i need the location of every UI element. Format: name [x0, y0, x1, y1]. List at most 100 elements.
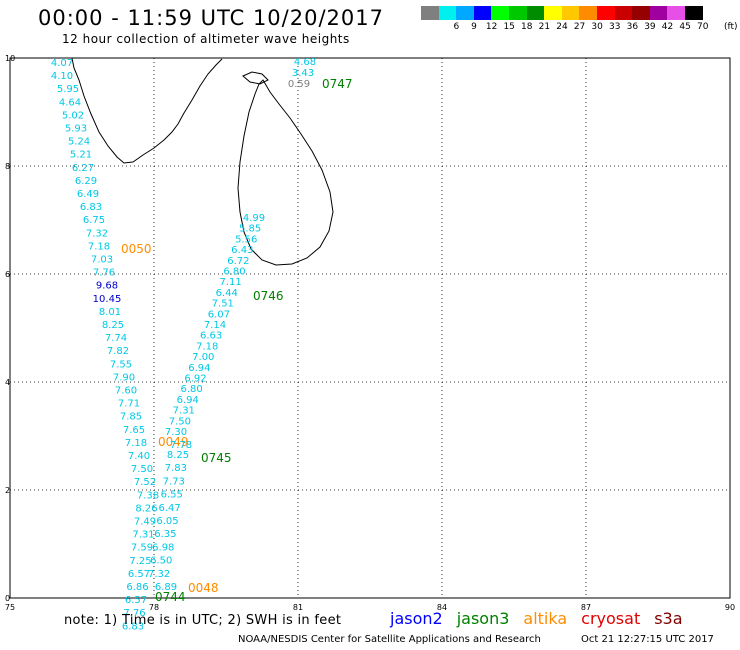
scale-label: 12: [485, 22, 498, 32]
scale-label: 15: [503, 22, 515, 32]
wave-height-value: 6.83: [122, 621, 144, 632]
wave-height-value: 7.49: [134, 517, 156, 528]
scale-label: 21: [538, 22, 551, 32]
wave-height-value: 6.29: [75, 176, 97, 187]
scale-swatch: [491, 6, 509, 20]
wave-height-value: 7.31: [132, 530, 154, 541]
map-border: [9, 57, 731, 599]
scale-swatch: [579, 6, 597, 20]
scale-swatch: [561, 6, 580, 20]
x-tick-label: 90: [725, 603, 735, 612]
scale-bin: 39: [632, 6, 656, 32]
wave-height-value: 9.68: [96, 281, 118, 292]
wave-height-value: 7.90: [113, 372, 135, 383]
scale-label: 36: [626, 22, 639, 32]
scale-swatch: [544, 6, 562, 20]
wave-height-value: 7.76: [93, 268, 115, 279]
wave-height-value: 6.98: [152, 542, 174, 553]
wave-height-value: 7.38: [137, 490, 159, 501]
wave-height-value: 6.55: [161, 490, 183, 501]
wave-height-value: 6.43: [231, 245, 253, 256]
wave-height-value: 7.14: [204, 320, 226, 331]
y-tick-label: 10: [5, 54, 15, 63]
wave-height-value: 6.83: [80, 202, 102, 213]
wave-height-value: 6.57: [128, 569, 150, 580]
wave-height-value: 7.50: [131, 464, 153, 475]
wave-height-value: 5.02: [62, 110, 84, 121]
wave-height-value: 6.75: [83, 215, 105, 226]
wave-height-value: 7.59: [131, 543, 153, 554]
y-tick-label: 2: [5, 486, 10, 495]
scale-bin: 15: [491, 6, 515, 32]
wave-height-value: 6.80: [180, 384, 202, 395]
wave-height-value: 8.25: [102, 320, 124, 331]
wave-height-value: 7.18: [88, 241, 110, 252]
wave-height-value: 7.25: [129, 556, 151, 567]
scale-swatch: [473, 6, 492, 20]
page-subtitle: 12 hour collection of altimeter wave hei…: [62, 32, 350, 46]
wave-height-value: 7.78: [170, 440, 192, 451]
legend-s3a: s3a: [654, 609, 683, 628]
wave-height-value: 6.80: [223, 267, 245, 278]
x-tick-label: 84: [437, 603, 447, 612]
coastline: [71, 57, 334, 266]
wave-height-value: 4.10: [51, 71, 73, 82]
wave-height-value: 8.25: [167, 450, 189, 461]
wave-height-value: 0.59: [288, 79, 310, 90]
wave-height-value: 7.31: [173, 406, 195, 417]
scale-bin: 27: [561, 6, 585, 32]
scale-bin: 42: [649, 6, 673, 32]
wave-height-value: 7.00: [192, 352, 214, 363]
credit-line: NOAA/NESDIS Center for Satellite Applica…: [238, 634, 541, 645]
wave-height-value: 6.92: [184, 374, 206, 385]
y-tick-label: 4: [5, 378, 10, 387]
y-tick-label: 8: [5, 162, 10, 171]
wave-height-value: 7.40: [128, 451, 150, 462]
wave-height-value: 7.60: [115, 386, 137, 397]
color-scale-legend: 36912151821242730333639424570: [421, 6, 708, 32]
scale-label: 6: [453, 22, 460, 32]
wave-height-value: 6.27: [72, 163, 94, 174]
legend-jason2: jason2: [390, 609, 443, 628]
wave-height-value: 10.45: [93, 294, 122, 305]
jaffna-peninsula: [242, 71, 269, 85]
wave-height-value: 7.65: [123, 425, 145, 436]
y-tick-label: 6: [5, 270, 10, 279]
pass-time-label: 0050: [121, 242, 152, 256]
scale-bin: 12: [473, 6, 497, 32]
scale-bin: 36: [614, 6, 638, 32]
scale-bin: 18: [508, 6, 532, 32]
scale-swatch: [614, 6, 633, 20]
wave-height-value: 6.89: [155, 582, 177, 593]
wave-height-value: 7.55: [110, 359, 132, 370]
wave-height-value: 7.30: [165, 427, 187, 438]
wave-height-value: 7.52: [134, 477, 156, 488]
pass-time-label: 0048: [188, 581, 219, 595]
wave-height-value: 7.50: [169, 416, 191, 427]
wave-height-value: 6.35: [154, 529, 176, 540]
wave-height-value: 7.73: [163, 476, 185, 487]
satellite-legend: jason2 jason3 altika cryosat s3a: [390, 609, 683, 628]
wave-height-value: 6.44: [216, 288, 238, 299]
wave-height-value: 5.93: [65, 124, 87, 135]
color-scale-unit: (ft): [724, 22, 738, 32]
scale-swatch: [526, 6, 545, 20]
india-coastline: [71, 57, 223, 164]
pass-time-label: 0049: [158, 435, 189, 449]
x-tick-label: 78: [149, 603, 159, 612]
scale-bin: 3: [421, 6, 439, 32]
pass-time-label: 0744: [155, 590, 186, 604]
wave-height-value: 6.50: [150, 556, 172, 567]
wave-height-value: 3.43: [292, 68, 314, 79]
sri-lanka-coastline: [237, 79, 334, 266]
scale-bin: 70: [684, 6, 708, 32]
wave-height-value: 7.03: [91, 255, 113, 266]
y-tick-label: 0: [5, 594, 10, 603]
wave-height-value: 7.71: [118, 399, 140, 410]
wave-height-value: 4.68: [294, 57, 316, 68]
wave-height-value: 4.64: [59, 97, 81, 108]
wave-height-value: 7.76: [123, 608, 145, 619]
wave-height-value: 6.47: [158, 503, 180, 514]
wave-height-value: 6.94: [177, 395, 199, 406]
scale-label: 9: [471, 22, 477, 32]
